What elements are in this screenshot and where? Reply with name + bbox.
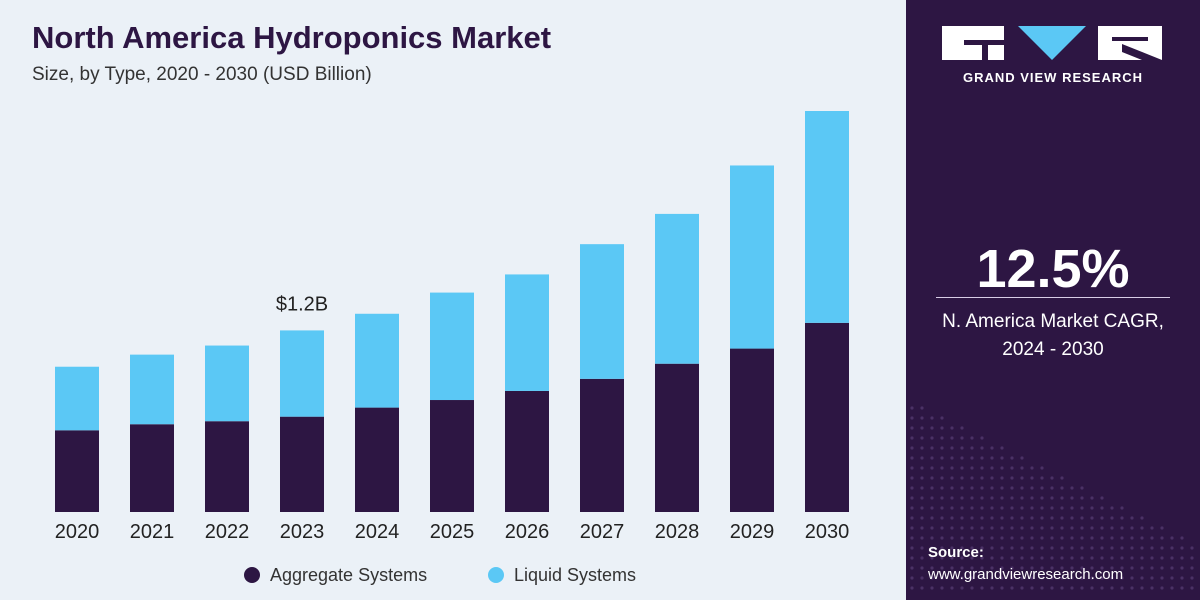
chart-panel: North America Hydroponics Market Size, b… (0, 0, 906, 600)
cagr-label-line2: 2024 - 2030 (1002, 339, 1104, 360)
x-tick-label-2021: 2021 (130, 521, 175, 543)
bar-liquid-2020 (55, 366, 99, 431)
bar-aggregate-2028 (655, 363, 699, 512)
bar-liquid-2026 (505, 274, 549, 391)
bar-liquid-2029 (730, 165, 774, 349)
bar-liquid-2021 (130, 354, 174, 425)
bar-liquid-2028 (655, 213, 699, 364)
legend-label-liquid: Liquid Systems (514, 565, 636, 585)
bar-aggregate-2030 (805, 322, 849, 512)
x-tick-label-2020: 2020 (55, 521, 100, 543)
bar-aggregate-2023 (280, 416, 324, 512)
bar-liquid-2022 (205, 345, 249, 422)
bar-liquid-2023 (280, 330, 324, 417)
bar-aggregate-2020 (55, 430, 99, 512)
chart-subtitle: Size, by Type, 2020 - 2030 (USD Billion) (32, 64, 372, 85)
source-url[interactable]: www.grandviewresearch.com (928, 566, 1124, 583)
bar-aggregate-2027 (580, 378, 624, 512)
bar-aggregate-2021 (130, 424, 174, 512)
brand-logo-icon (942, 26, 1162, 60)
legend-marker-liquid (488, 567, 504, 583)
cagr-value: 12.5% (976, 239, 1130, 299)
x-tick-label-2030: 2030 (805, 521, 850, 543)
bar-aggregate-2022 (205, 421, 249, 512)
bar-liquid-2030 (805, 111, 849, 323)
bar-aggregate-2029 (730, 348, 774, 512)
bar-liquid-2027 (580, 244, 624, 379)
bar-aggregate-2024 (355, 407, 399, 512)
cagr-divider (936, 297, 1170, 298)
chart-title: North America Hydroponics Market (32, 20, 552, 55)
x-tick-label-2023: 2023 (280, 521, 325, 543)
data-label-2023: $1.2B (276, 293, 328, 315)
cagr-label: N. America Market CAGR, 2024 - 2030 (906, 308, 1200, 364)
x-tick-label-2024: 2024 (355, 521, 400, 543)
dot-pattern-background (910, 406, 1194, 590)
bar-aggregate-2025 (430, 400, 474, 512)
source-title: Source: (928, 544, 984, 561)
x-tick-label-2026: 2026 (505, 521, 550, 543)
stacked-bar-chart: 2020 2021 2022 2023 2024 2025 2026 2027 2028 2029… (55, 111, 850, 585)
brand-name: GRAND VIEW RESEARCH (962, 70, 1144, 85)
side-panel: GRAND VIEW RESEARCH 12.5% N. America Mar… (906, 0, 1200, 600)
x-tick-label-2028: 2028 (655, 521, 700, 543)
legend-marker-aggregate (244, 567, 260, 583)
x-tick-label-2029: 2029 (730, 521, 775, 543)
bar-liquid-2024 (355, 313, 399, 408)
bar-liquid-2025 (430, 292, 474, 401)
bar-aggregate-2026 (505, 390, 549, 512)
x-tick-label-2025: 2025 (430, 521, 475, 543)
x-tick-label-2022: 2022 (205, 521, 250, 543)
x-tick-label-2027: 2027 (580, 521, 625, 543)
cagr-label-line1: N. America Market CAGR, (942, 311, 1164, 332)
legend-label-aggregate: Aggregate Systems (270, 565, 427, 585)
